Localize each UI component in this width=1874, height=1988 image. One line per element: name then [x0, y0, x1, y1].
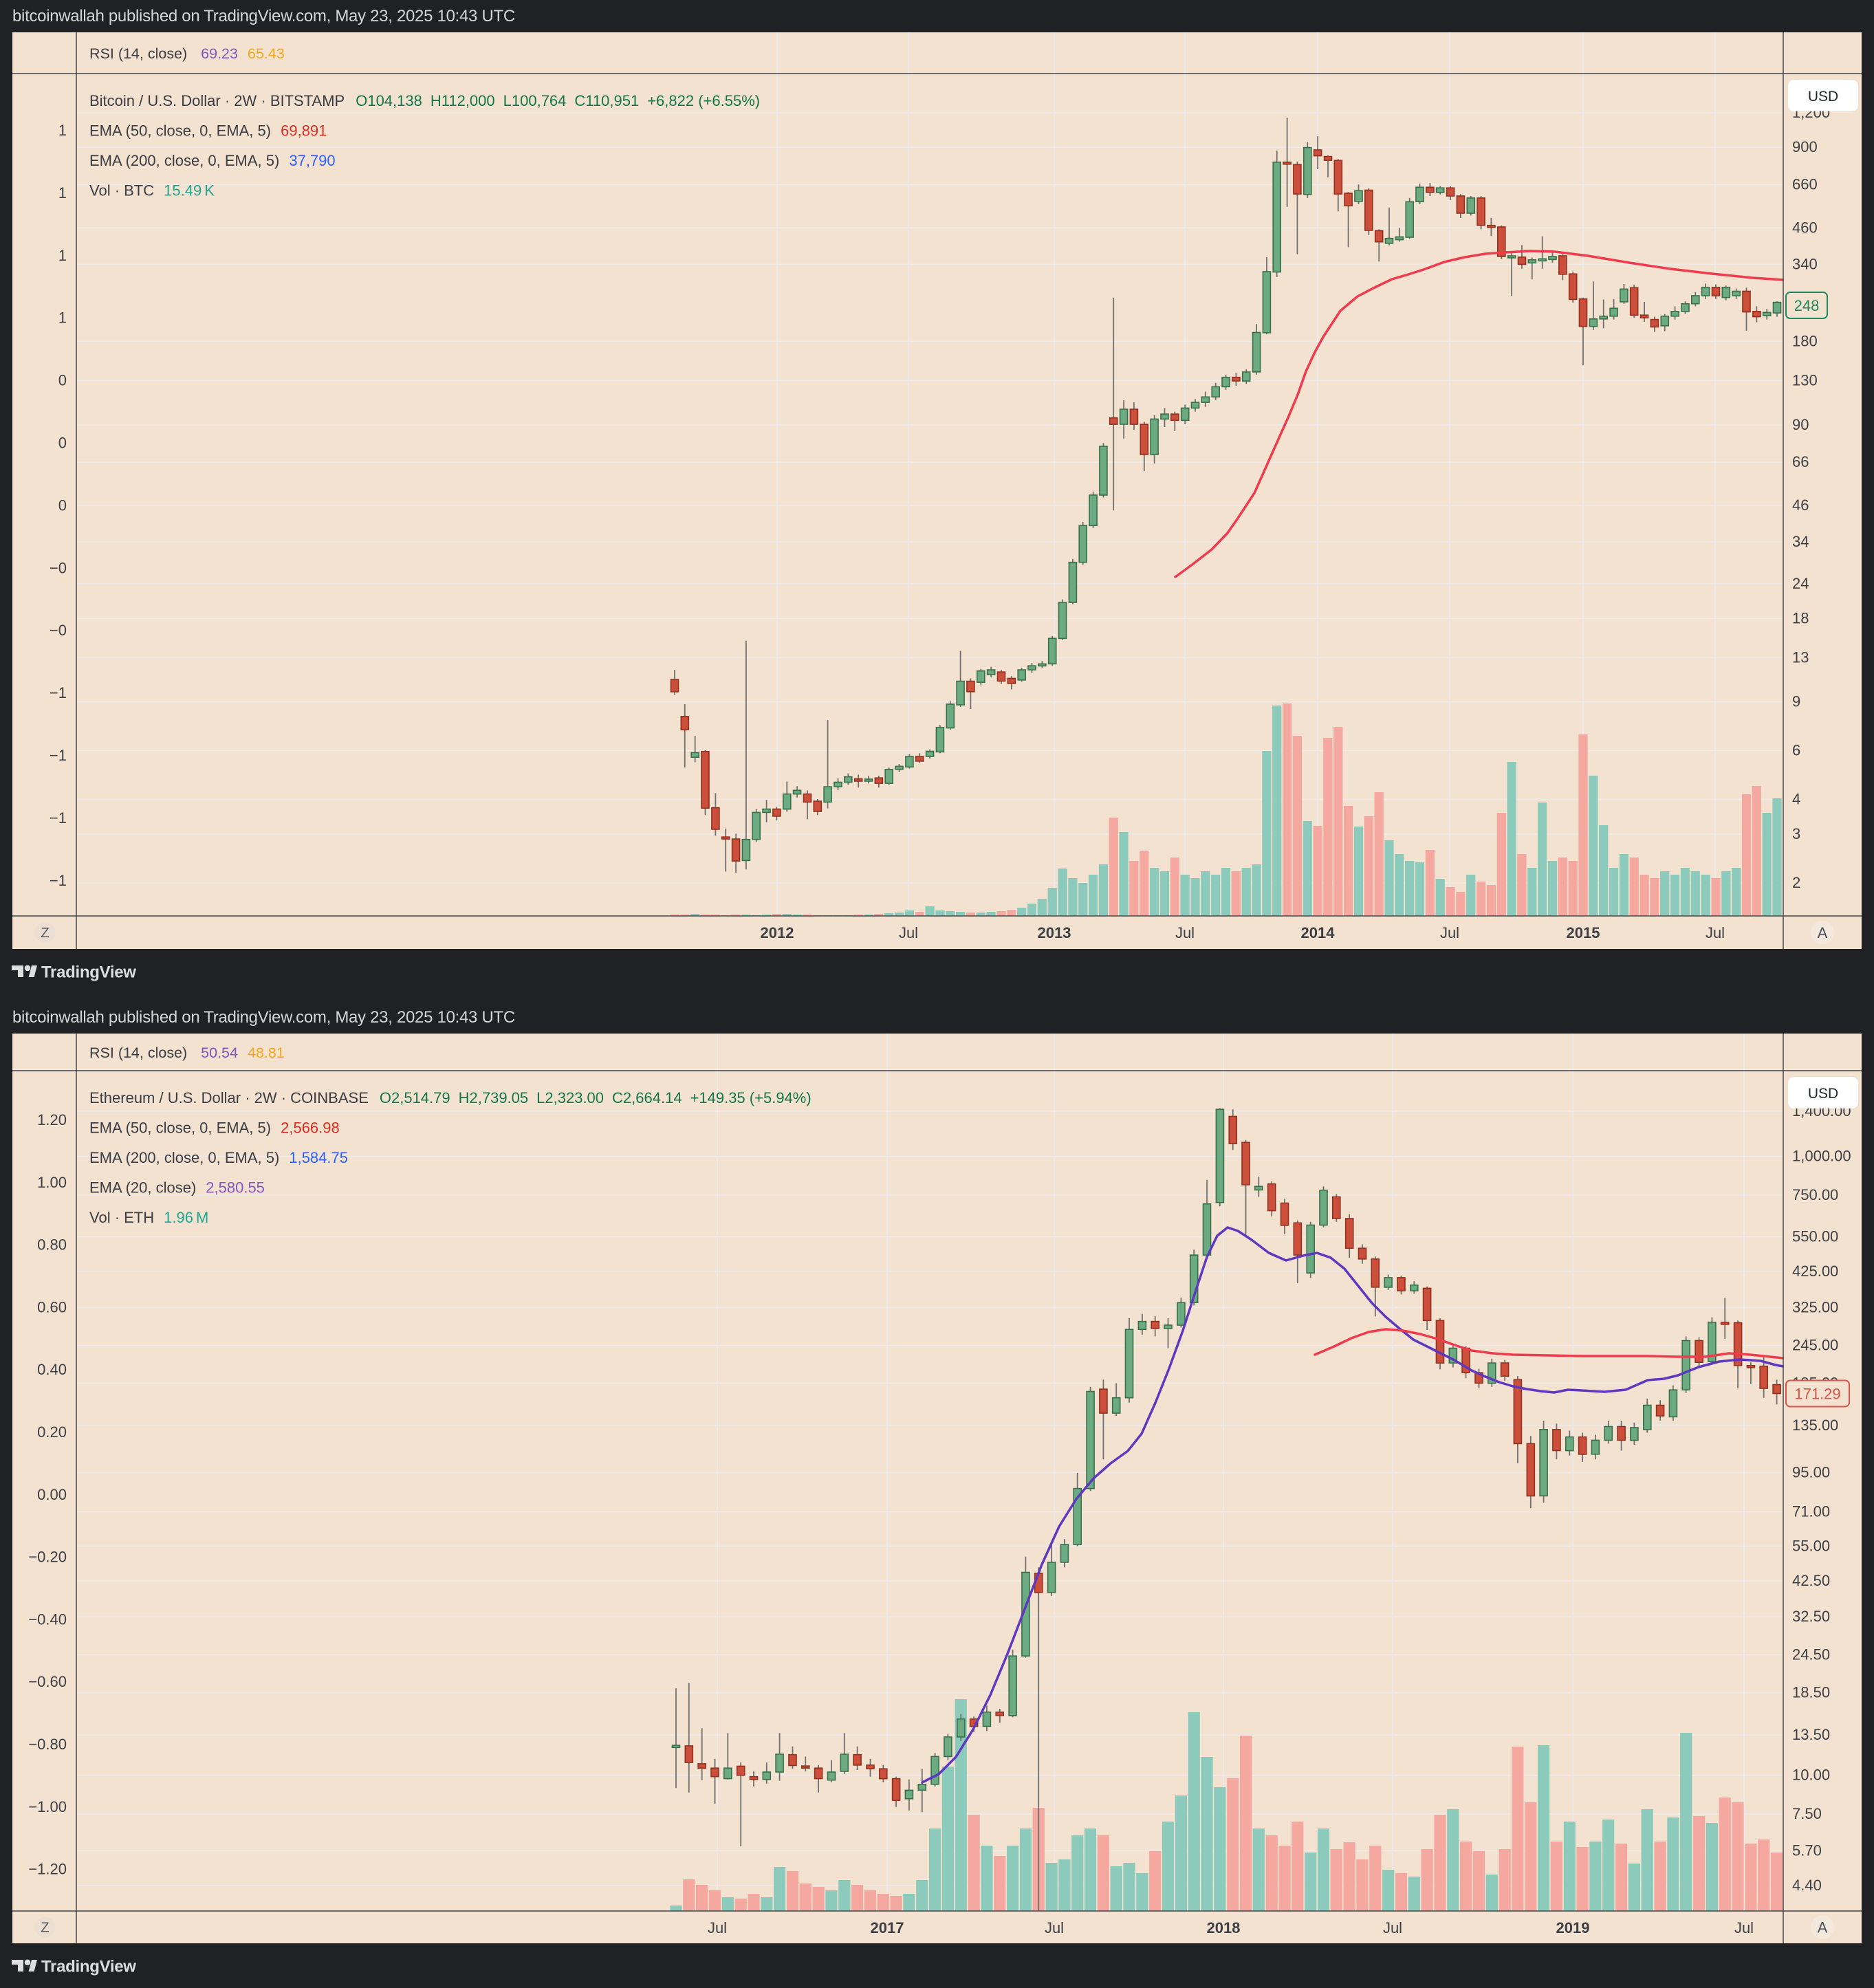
svg-text:46: 46: [1792, 496, 1809, 514]
svg-text:248: 248: [1794, 297, 1820, 314]
svg-text:EMA (200, close, 0, EMA, 5)37,: EMA (200, close, 0, EMA, 5) 37,790: [89, 152, 336, 169]
svg-text:Jul: Jul: [1383, 1919, 1402, 1936]
svg-text:EMA (200, close, 0, EMA, 5)1,5: EMA (200, close, 0, EMA, 5) 1,584.75: [89, 1149, 348, 1166]
svg-text:325.00: 325.00: [1792, 1298, 1838, 1315]
svg-text:Jul: Jul: [1440, 924, 1459, 941]
svg-text:7.50: 7.50: [1792, 1805, 1822, 1822]
svg-text:2: 2: [1792, 874, 1800, 891]
svg-text:245.00: 245.00: [1792, 1337, 1838, 1354]
svg-text:180: 180: [1792, 333, 1818, 350]
svg-text:135.00: 135.00: [1792, 1417, 1838, 1434]
svg-text:Z: Z: [41, 1921, 49, 1936]
svg-text:EMA (50, close, 0, EMA, 5)69,8: EMA (50, close, 0, EMA, 5) 69,891: [89, 122, 327, 140]
svg-text:550.00: 550.00: [1792, 1228, 1838, 1245]
svg-text:−0: −0: [50, 559, 67, 576]
svg-text:24.50: 24.50: [1792, 1646, 1830, 1663]
svg-text:1: 1: [58, 309, 67, 327]
svg-text:−1.00: −1.00: [28, 1798, 67, 1815]
svg-text:−1: −1: [50, 684, 67, 701]
svg-text:−0: −0: [50, 622, 67, 639]
svg-text:13.50: 13.50: [1792, 1726, 1830, 1743]
svg-text:66: 66: [1792, 453, 1809, 470]
svg-text:2018: 2018: [1207, 1919, 1241, 1936]
svg-text:34: 34: [1792, 533, 1809, 550]
svg-text:6: 6: [1792, 742, 1800, 759]
svg-text:A: A: [1818, 924, 1828, 941]
svg-text:0.60: 0.60: [37, 1298, 67, 1315]
svg-text:−0.80: −0.80: [28, 1736, 67, 1753]
svg-text:TradingView: TradingView: [41, 963, 136, 982]
svg-text:2014: 2014: [1301, 924, 1336, 941]
svg-text:−0.40: −0.40: [28, 1610, 67, 1628]
svg-text:−1: −1: [50, 872, 67, 889]
svg-text:750.00: 750.00: [1792, 1186, 1838, 1203]
svg-text:USD: USD: [1808, 89, 1838, 105]
svg-text:55.00: 55.00: [1792, 1538, 1830, 1555]
svg-text:1.20: 1.20: [37, 1111, 67, 1128]
svg-text:13: 13: [1792, 648, 1809, 666]
svg-text:0.00: 0.00: [37, 1486, 67, 1503]
svg-text:32.50: 32.50: [1792, 1608, 1830, 1625]
svg-text:0: 0: [58, 496, 67, 514]
svg-text:TradingView: TradingView: [41, 1958, 136, 1976]
svg-text:900: 900: [1792, 138, 1818, 155]
svg-text:18: 18: [1792, 609, 1809, 626]
svg-text:Z: Z: [41, 926, 49, 941]
svg-text:0: 0: [58, 435, 67, 452]
svg-text:24: 24: [1792, 575, 1809, 592]
svg-text:A: A: [1818, 1919, 1828, 1936]
svg-text:−0.60: −0.60: [28, 1673, 67, 1690]
svg-text:4.40: 4.40: [1792, 1877, 1822, 1894]
svg-text:1: 1: [58, 184, 67, 201]
svg-text:460: 460: [1792, 219, 1818, 237]
svg-text:2012: 2012: [761, 924, 794, 941]
svg-text:−1: −1: [50, 747, 67, 764]
svg-text:0: 0: [58, 372, 67, 389]
svg-text:2015: 2015: [1567, 924, 1600, 941]
svg-text:660: 660: [1792, 175, 1818, 193]
svg-text:Jul: Jul: [708, 1919, 727, 1936]
svg-text:90: 90: [1792, 416, 1809, 433]
svg-text:Jul: Jul: [1706, 924, 1725, 941]
svg-text:4: 4: [1792, 791, 1800, 808]
svg-text:95.00: 95.00: [1792, 1464, 1830, 1481]
svg-text:EMA (50, close, 0, EMA, 5)2,56: EMA (50, close, 0, EMA, 5) 2,566.98: [89, 1119, 340, 1137]
svg-text:1: 1: [58, 122, 67, 139]
svg-text:130: 130: [1792, 371, 1818, 389]
svg-text:−0.20: −0.20: [28, 1549, 67, 1566]
svg-text:0.20: 0.20: [37, 1423, 67, 1441]
svg-text:Jul: Jul: [899, 924, 918, 941]
svg-text:18.50: 18.50: [1792, 1683, 1830, 1701]
svg-text:2017: 2017: [871, 1919, 904, 1936]
svg-text:1,000.00: 1,000.00: [1792, 1148, 1851, 1165]
svg-text:2019: 2019: [1556, 1919, 1590, 1936]
svg-text:340: 340: [1792, 255, 1818, 272]
svg-text:3: 3: [1792, 825, 1800, 842]
svg-text:USD: USD: [1808, 1086, 1838, 1102]
svg-text:EMA (20, close)2,580.55: EMA (20, close) 2,580.55: [89, 1179, 265, 1197]
svg-text:2013: 2013: [1038, 924, 1071, 941]
svg-text:−1.20: −1.20: [28, 1861, 67, 1878]
svg-text:Ethereum / U.S. Dollar · 2W ·: Ethereum / U.S. Dollar · 2W · COINBASE O2…: [89, 1089, 811, 1106]
svg-text:Jul: Jul: [1045, 1919, 1064, 1936]
svg-text:425.00: 425.00: [1792, 1263, 1838, 1280]
svg-text:Bitcoin / U.S. Dollar · 2W · B: Bitcoin / U.S. Dollar · 2W · BITSTAMP O10…: [89, 92, 760, 109]
svg-text:71.00: 71.00: [1792, 1503, 1830, 1520]
svg-text:−1: −1: [50, 809, 67, 827]
svg-text:42.50: 42.50: [1792, 1572, 1830, 1589]
svg-text:Jul: Jul: [1175, 924, 1195, 941]
svg-text:5.70: 5.70: [1792, 1842, 1822, 1859]
svg-text:10.00: 10.00: [1792, 1767, 1830, 1784]
svg-text:Jul: Jul: [1734, 1919, 1754, 1936]
svg-text:171.29: 171.29: [1794, 1386, 1840, 1403]
svg-text:1: 1: [58, 247, 67, 264]
svg-text:0.80: 0.80: [37, 1236, 67, 1254]
svg-text:9: 9: [1792, 693, 1800, 710]
svg-text:0.40: 0.40: [37, 1361, 67, 1378]
svg-text:1.00: 1.00: [37, 1174, 67, 1191]
